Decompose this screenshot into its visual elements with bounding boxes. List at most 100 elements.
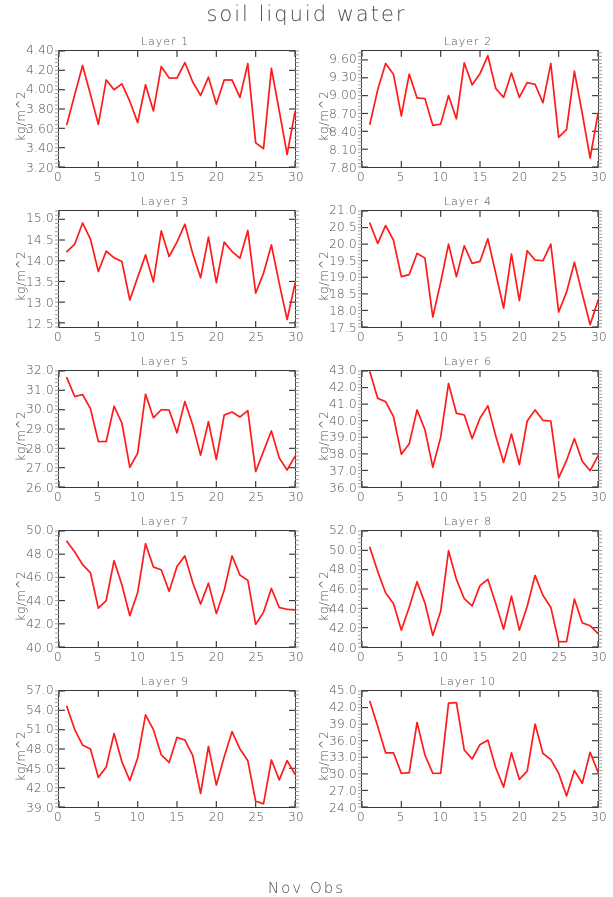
y-tick-label: 20.5 [329, 219, 357, 234]
y-tick-label: 4.20 [26, 62, 54, 77]
chart-panel-layer-8: Layer 8 kg/m^2 40.0 42.0 44.0 46.0 48.0 50.0 52.… [303, 515, 609, 676]
x-tick-label: 0 [357, 490, 365, 504]
y-tick-label: 40.0 [329, 413, 357, 428]
y-tick-label: 48.0 [26, 742, 54, 756]
x-tick-label: 5 [396, 330, 405, 344]
x-tick-label: 0 [54, 170, 62, 184]
y-tick-label: 27.0 [26, 461, 54, 476]
axis-minor-ticks [55, 50, 299, 168]
axis-ticks [361, 690, 599, 808]
chart-panel-layer-1: Layer 1 kg/m^2 3.20 3.40 3.60 3.80 4.00 4.20 4.4… [0, 35, 306, 196]
y-tick-labels: 12.5 13.0 13.5 14.0 14.5 15.0 [0, 210, 54, 330]
x-tick-label: 15 [472, 650, 488, 664]
plot-area [358, 690, 602, 808]
x-tick-label: 20 [511, 330, 528, 344]
panel-title: Layer 1 [140, 35, 190, 48]
x-tick-label: 20 [208, 170, 225, 184]
data-series-line [67, 63, 295, 155]
y-tick-label: 42.0 [329, 379, 357, 394]
y-tick-label: 21.0 [329, 203, 357, 217]
x-tick-labels: 0 5 10 15 20 25 30 [54, 810, 304, 826]
x-tick-label: 10 [432, 330, 449, 344]
chart-panel-layer-4: Layer 4 kg/m^2 17.5 18.0 18.5 19.0 19.5 20.0 20.… [303, 195, 609, 356]
x-tick-label: 25 [248, 170, 265, 184]
y-tick-label: 45.0 [26, 761, 54, 776]
x-tick-label: 0 [357, 170, 365, 184]
panel-grid: Layer 1 kg/m^2 3.20 3.40 3.60 3.80 4.00 4.20 4.4… [0, 35, 613, 866]
x-tick-label: 10 [129, 650, 146, 664]
x-tick-label: 30 [288, 170, 304, 184]
x-tick-label: 25 [551, 490, 568, 504]
y-tick-label: 42.0 [26, 617, 54, 632]
axis-minor-ticks [358, 370, 602, 488]
x-tick-label: 0 [357, 810, 365, 824]
y-tick-label: 9.60 [329, 52, 357, 67]
axis-ticks [361, 530, 599, 648]
x-tick-label: 5 [396, 490, 405, 504]
plot-area [55, 690, 299, 808]
x-tick-labels: 0 5 10 15 20 25 30 [54, 650, 304, 666]
x-tick-label: 30 [591, 330, 607, 344]
data-series-line [370, 223, 598, 324]
x-tick-label: 30 [288, 650, 304, 664]
x-tick-label: 15 [169, 330, 185, 344]
y-tick-label: 36.0 [329, 733, 357, 748]
x-tick-label: 15 [169, 170, 185, 184]
plot-area [55, 530, 299, 648]
y-tick-label: 48.0 [26, 546, 54, 561]
page-title: soil liquid water [206, 2, 407, 26]
y-tick-label: 42.0 [26, 781, 54, 796]
panel-title: Layer 5 [140, 355, 190, 368]
x-tick-label: 20 [511, 170, 528, 184]
x-tick-label: 30 [591, 170, 607, 184]
y-tick-label: 20.0 [329, 236, 357, 251]
chart-panel-layer-7: Layer 7 kg/m^2 40.0 42.0 44.0 46.0 48.0 50.0 0 5 1… [0, 515, 306, 676]
y-tick-label: 37.0 [329, 464, 357, 479]
y-tick-label: 30.0 [26, 402, 54, 417]
axis-minor-ticks [55, 210, 299, 328]
data-series-line [67, 706, 295, 803]
panel-title: Layer 10 [439, 675, 497, 688]
x-tick-label: 5 [396, 650, 405, 664]
y-tick-label: 24.0 [329, 801, 357, 815]
chart-panel-layer-6: Layer 6 kg/m^2 36.0 37.0 38.0 39.0 40.0 41.0 42.… [303, 355, 609, 516]
plot-area [358, 210, 602, 328]
x-tick-label: 15 [472, 170, 488, 184]
x-tick-label: 0 [357, 330, 365, 344]
axis-minor-ticks [358, 530, 602, 648]
y-tick-label: 52.0 [329, 523, 357, 537]
x-tick-label: 30 [288, 490, 304, 504]
y-tick-label: 43.0 [329, 363, 357, 377]
x-tick-label: 5 [396, 810, 405, 824]
y-tick-label: 30.0 [329, 767, 357, 782]
x-tick-label: 25 [248, 330, 265, 344]
panel-title: Layer 6 [443, 355, 493, 368]
x-tick-label: 5 [93, 650, 102, 664]
y-tick-label: 29.0 [26, 422, 54, 436]
panel-title: Layer 9 [140, 675, 190, 688]
x-tick-labels: 0 5 10 15 20 25 30 [357, 170, 607, 186]
axis-ticks [58, 370, 296, 488]
y-tick-label: 39.0 [26, 801, 54, 815]
y-tick-label: 18.0 [329, 304, 357, 319]
y-tick-labels: 36.0 37.0 38.0 39.0 40.0 41.0 42.0 43.0 [303, 363, 357, 495]
chart-panel-layer-9: Layer 9 kg/m^2 39.0 42.0 45.0 48.0 51.0 54.0 57.… [0, 675, 306, 836]
y-tick-label: 27.0 [329, 784, 357, 799]
x-tick-label: 30 [288, 810, 304, 824]
y-tick-label: 8.70 [329, 106, 357, 121]
y-tick-label: 40.0 [329, 641, 357, 655]
data-series-line [67, 378, 295, 472]
chart-panel-layer-2: Layer 2 kg/m^2 7.80 8.10 8.40 8.70 9.00 9.30 9.6… [303, 35, 609, 196]
y-tick-label: 50.0 [26, 523, 54, 537]
data-series-line [370, 56, 598, 158]
axis-minor-ticks [358, 210, 602, 328]
y-tick-label: 33.0 [329, 750, 357, 765]
x-tick-label: 10 [432, 490, 449, 504]
y-tick-labels: 39.0 42.0 45.0 48.0 51.0 54.0 57.0 [0, 683, 54, 815]
y-tick-labels: 3.20 3.40 3.60 3.80 4.00 4.20 4.40 [0, 43, 54, 175]
panel-title: Layer 3 [140, 195, 190, 208]
x-tick-label: 30 [591, 650, 607, 664]
y-tick-label: 17.5 [329, 321, 357, 335]
y-tick-label: 4.00 [26, 82, 54, 97]
y-tick-label: 9.30 [329, 70, 357, 85]
